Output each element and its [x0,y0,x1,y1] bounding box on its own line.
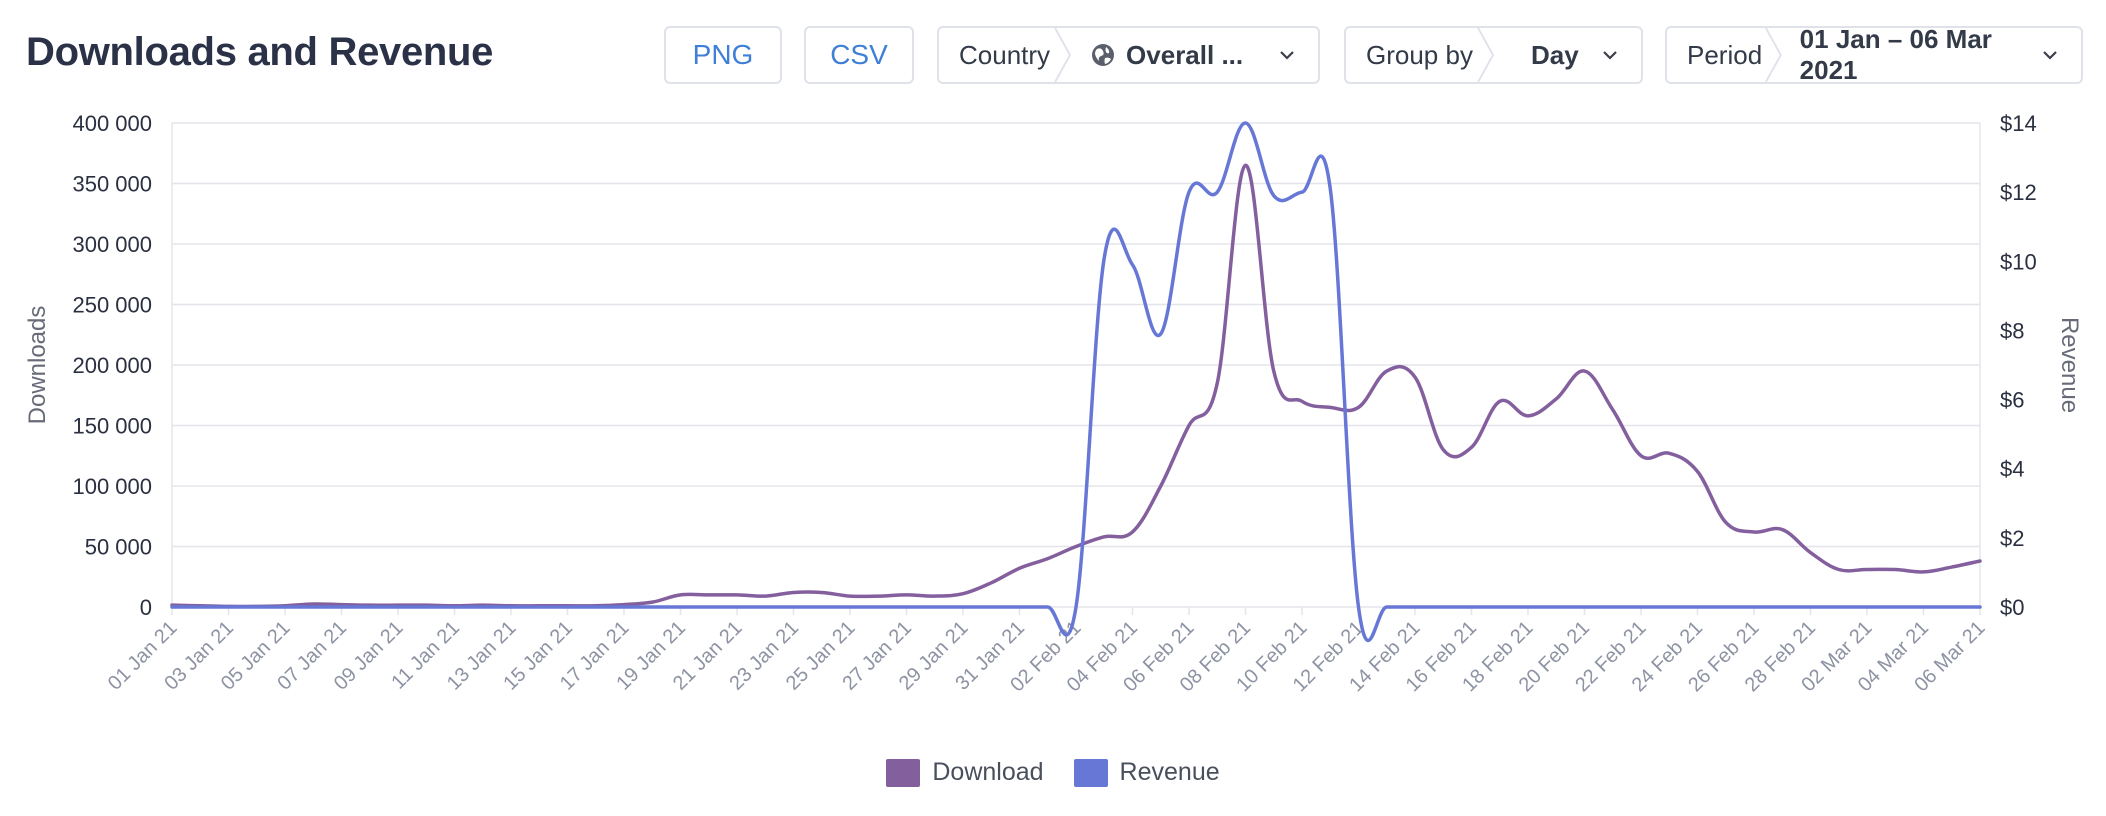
legend-item-revenue[interactable]: Revenue [1073,758,1220,787]
country-dropdown[interactable]: Country Overall ... [937,26,1320,84]
chevron-down-icon [1280,51,1294,60]
country-label: Country [959,39,1051,70]
downloads-revenue-chart: 0 50 000 100 000 150 000 200 000 250 000 300 0… [24,111,2083,696]
period-dropdown[interactable]: Period 01 Jan – 06 Mar 2021 [1665,24,2083,85]
y-tick-label-left: 250 000 [72,293,152,318]
period-value: 01 Jan – 06 Mar 2021 [1799,24,1992,85]
period-label: Period [1687,39,1763,70]
segment-divider [1054,28,1072,82]
legend-label-download: Download [932,758,1044,786]
segment-divider [1765,28,1782,82]
group-by-dropdown[interactable]: Group by Day [1344,26,1643,84]
series-line-revenue [170,121,1982,643]
y-tick-label-left: 50 000 [85,535,152,560]
segment-divider [1477,28,1495,82]
legend-swatch-download [886,758,921,787]
legend-swatch-revenue [1073,758,1108,787]
y-tick-label-right: $12 [2000,180,2037,205]
country-value: Overall ... [1126,39,1244,70]
globe-icon [1092,44,1115,66]
y-tick-label-left: 350 000 [72,172,152,197]
page-title: Downloads and Revenue [26,30,494,74]
y-tick-label-left: 400 000 [72,111,152,136]
y-tick-label-right: $4 [2000,457,2024,482]
chart-legend: Download Revenue [0,758,2106,787]
y-tick-label-left: 200 000 [72,353,152,378]
y-tick-label-left: 150 000 [72,414,152,439]
group-by-value: Day [1530,39,1579,70]
y-tick-label-right: $6 [2000,388,2024,413]
chevron-down-icon [1603,51,1617,60]
series-line-download [170,163,1982,609]
y-tick-label-left: 0 [140,595,152,620]
chevron-down-icon [2043,51,2057,60]
group-by-label: Group by [1366,39,1473,70]
y-tick-label-right: $8 [2000,318,2024,343]
png-export-button[interactable]: PNG [664,26,782,84]
y-tick-label-right: $10 [2000,249,2037,274]
csv-export-button[interactable]: CSV [804,26,914,84]
y-tick-label-right: $2 [2000,526,2024,551]
y-tick-label-left: 100 000 [72,474,152,499]
y-axis-title-right: Revenue [2056,317,2083,413]
legend-item-download[interactable]: Download [886,758,1044,787]
y-tick-label-left: 300 000 [72,232,152,257]
y-tick-label-right: $14 [2000,111,2037,136]
y-tick-label-right: $0 [2000,595,2024,620]
y-axis-title-left: Downloads [24,306,51,425]
legend-label-revenue: Revenue [1119,758,1220,786]
